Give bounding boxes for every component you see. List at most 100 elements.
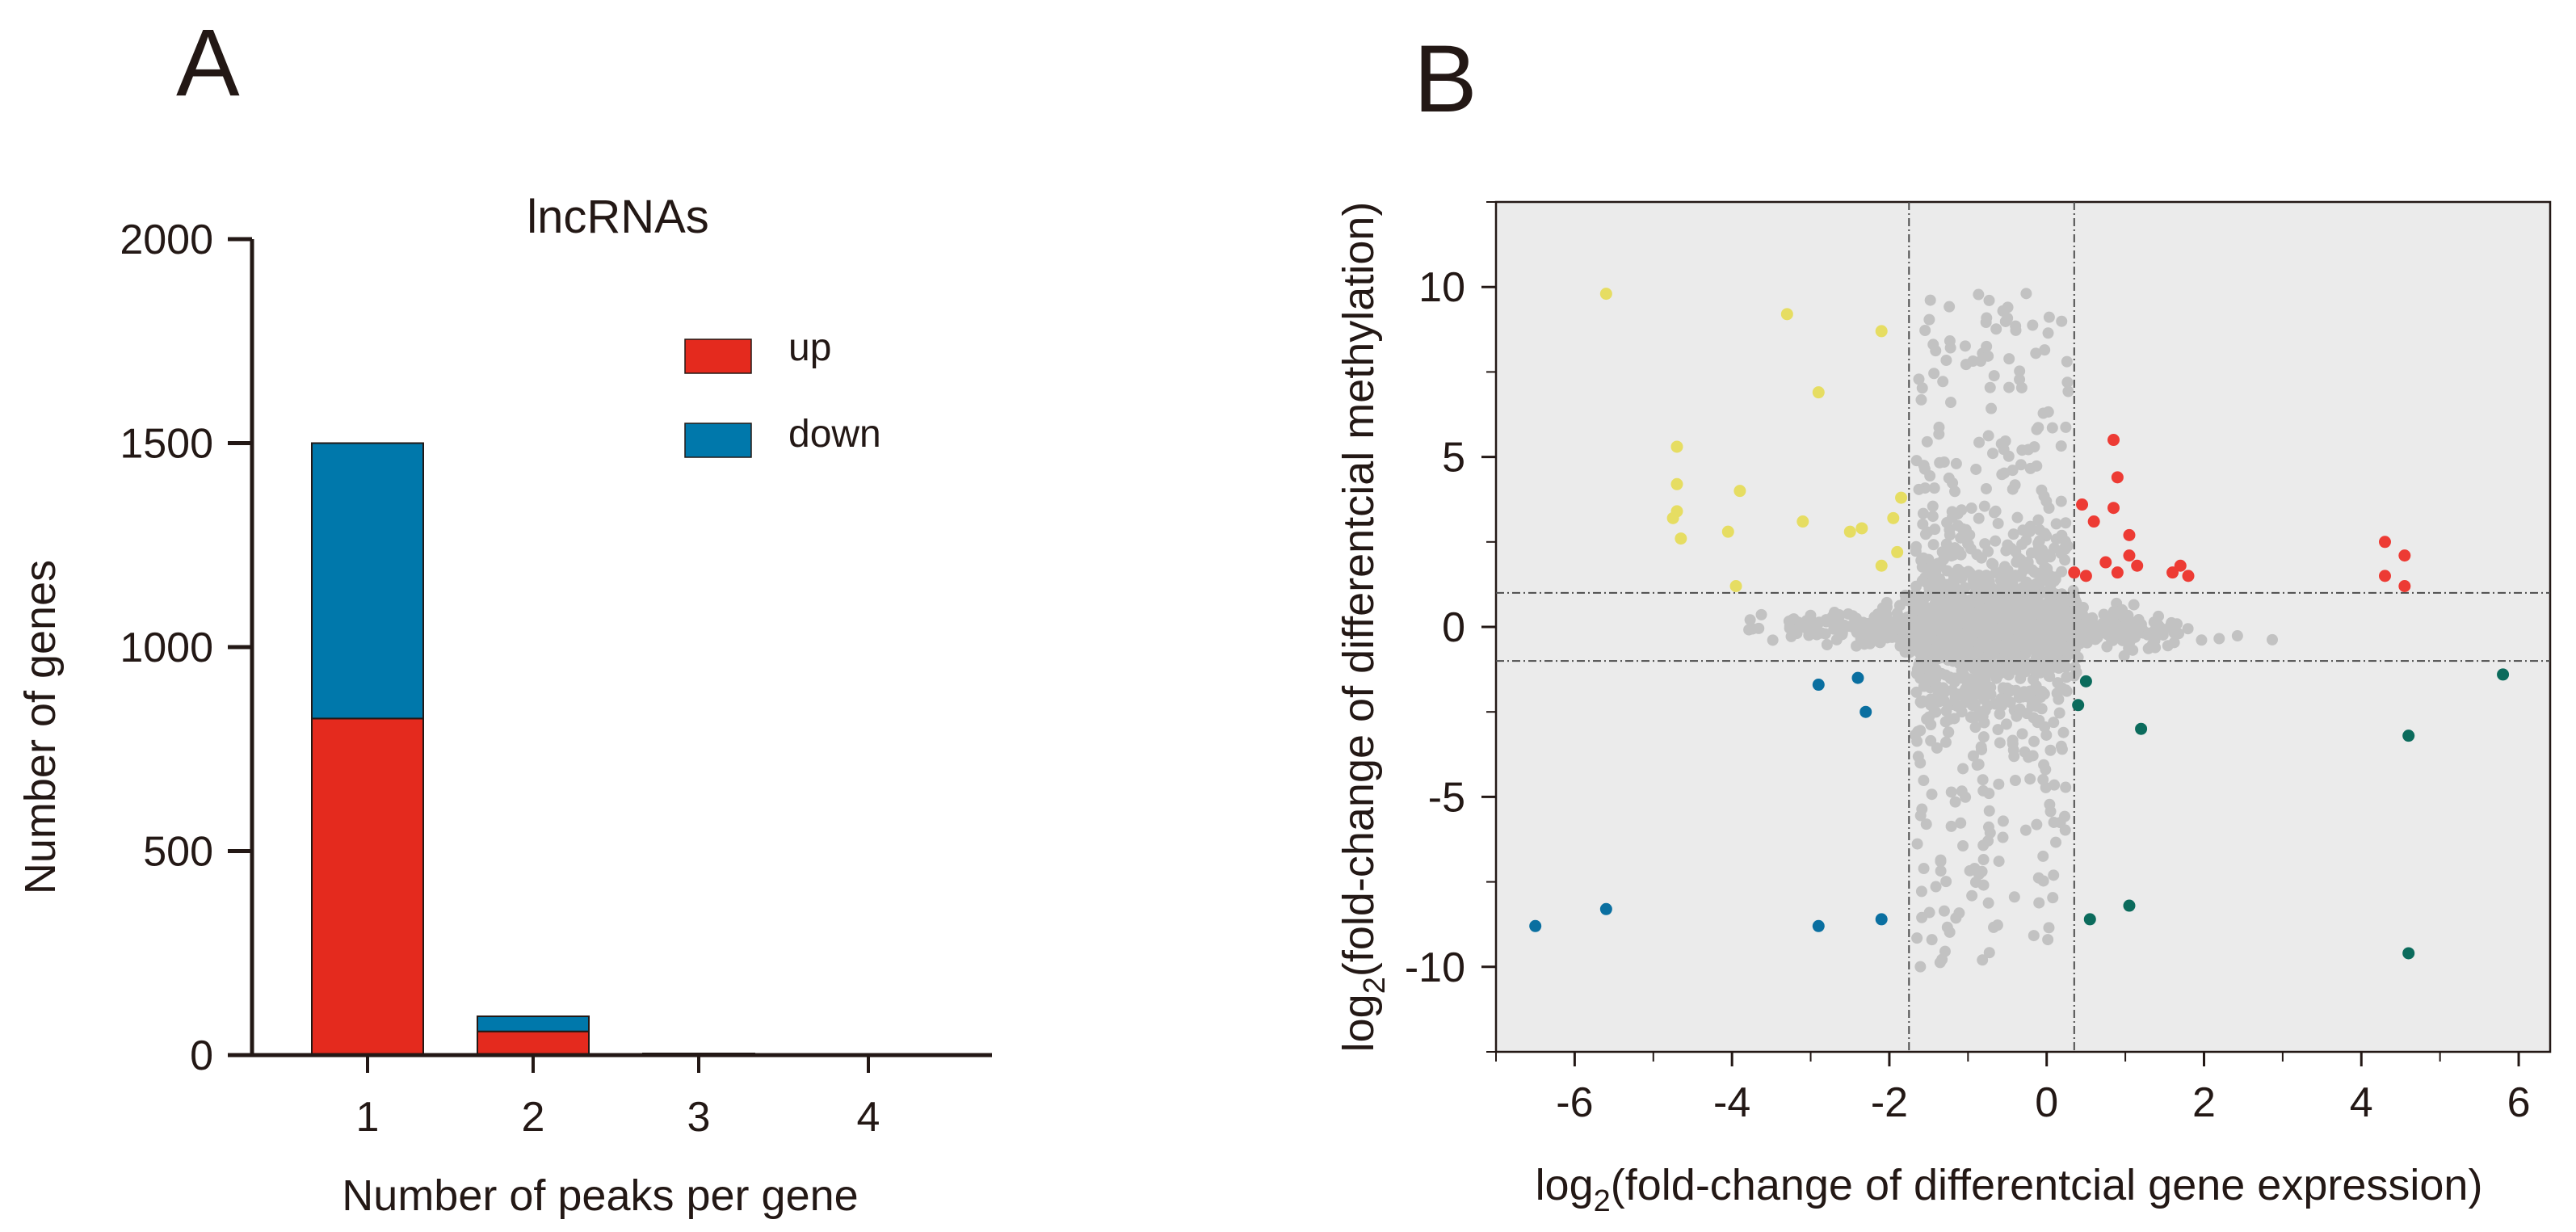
- background-point: [1958, 669, 1970, 681]
- highlight-point: [2107, 434, 2120, 447]
- background-point: [1955, 817, 1967, 829]
- background-point: [2070, 633, 2082, 645]
- background-point: [2166, 616, 2178, 629]
- highlight-point: [1843, 525, 1856, 538]
- background-point: [2055, 547, 2067, 559]
- background-point: [1744, 614, 1756, 626]
- highlight-point: [2135, 722, 2148, 735]
- background-point: [1944, 529, 1956, 541]
- background-point: [2002, 301, 2014, 313]
- y-tick-label: 0: [1442, 604, 1465, 651]
- background-point: [2003, 353, 2015, 365]
- background-point: [2009, 774, 2021, 786]
- background-point: [2038, 759, 2050, 771]
- highlight-point: [1675, 532, 1687, 545]
- chart-a-bars: [311, 442, 925, 1056]
- highlight-point: [1891, 545, 1904, 558]
- background-point: [2012, 606, 2024, 618]
- highlight-point: [2166, 566, 2179, 579]
- background-point: [2003, 600, 2015, 612]
- background-point: [2055, 740, 2067, 752]
- chart-b-ticks: -6 -4 -2 0 2 4 6 -10 -5 0 5 10: [1405, 201, 2531, 1126]
- background-point: [2056, 315, 2068, 327]
- background-point: [2053, 707, 2065, 719]
- background-point: [1983, 805, 1995, 817]
- x-tick-label: -6: [1556, 1079, 1593, 1126]
- background-point: [2030, 594, 2042, 606]
- background-point: [1913, 373, 1925, 385]
- background-point: [1755, 608, 1767, 620]
- background-point: [1922, 526, 1934, 538]
- y-tick-label: 500: [143, 829, 213, 876]
- background-point: [2028, 441, 2040, 453]
- background-point: [1974, 706, 1986, 718]
- background-point: [2267, 633, 2279, 645]
- background-point: [1977, 854, 1990, 866]
- background-point: [2046, 422, 2058, 434]
- chart-a-title: lncRNAs: [527, 191, 709, 243]
- background-point: [2107, 626, 2119, 638]
- background-point: [1965, 711, 1977, 723]
- background-point: [1927, 539, 1939, 551]
- background-point: [1986, 402, 1998, 414]
- background-point: [1939, 606, 1951, 618]
- background-point: [1960, 616, 1973, 629]
- highlight-point: [2083, 913, 2096, 926]
- background-point: [1978, 717, 1990, 729]
- background-point: [1986, 643, 1998, 655]
- background-point: [2059, 536, 2071, 548]
- background-point: [1849, 612, 1861, 624]
- bar-down-2: [477, 1015, 590, 1032]
- background-point: [1967, 696, 1979, 709]
- highlight-point: [2111, 471, 2124, 484]
- background-point: [1940, 355, 1952, 367]
- highlight-point: [2123, 549, 2136, 562]
- background-point: [1975, 591, 1987, 603]
- highlight-point: [2079, 570, 2092, 582]
- highlight-point: [1860, 705, 1872, 718]
- background-point: [1874, 637, 1886, 649]
- background-point: [2061, 646, 2074, 658]
- background-point: [1945, 643, 1957, 655]
- background-point: [1987, 448, 1999, 460]
- background-point: [1872, 624, 1884, 636]
- background-point: [2031, 648, 2043, 660]
- background-point: [1913, 483, 1925, 495]
- background-point: [1969, 721, 1981, 734]
- background-point: [2025, 613, 2037, 625]
- background-point: [2034, 666, 2046, 679]
- background-point: [2182, 623, 2194, 635]
- background-point: [1956, 706, 1968, 718]
- background-point: [1783, 615, 1795, 627]
- background-point: [1957, 839, 1969, 851]
- background-point: [2024, 773, 2036, 785]
- background-point: [2044, 744, 2057, 756]
- background-point: [2032, 872, 2044, 884]
- background-point: [1922, 590, 1934, 602]
- background-point: [1915, 885, 1927, 898]
- background-point: [1997, 831, 2009, 843]
- background-point: [2043, 311, 2055, 323]
- background-point: [2000, 574, 2012, 587]
- background-point: [1978, 500, 1990, 512]
- background-point: [2150, 616, 2162, 629]
- highlight-point: [1875, 559, 1888, 572]
- background-point: [1901, 629, 1913, 641]
- background-point: [1993, 778, 2005, 790]
- highlight-point: [1780, 308, 1793, 321]
- background-point: [1935, 865, 1947, 877]
- bar-down-1: [311, 442, 424, 720]
- background-point: [2007, 582, 2019, 594]
- background-point: [1943, 726, 1955, 738]
- background-point: [1977, 774, 1989, 786]
- background-point: [1932, 642, 1944, 654]
- background-point: [1990, 566, 2002, 578]
- background-point: [2085, 616, 2097, 629]
- background-point: [2036, 484, 2048, 496]
- background-point: [1964, 566, 1976, 578]
- background-point: [2050, 836, 2062, 848]
- highlight-point: [1812, 679, 1825, 692]
- background-point: [1925, 629, 1937, 641]
- y-tick-label: 1000: [120, 624, 213, 671]
- background-point: [1996, 469, 2008, 481]
